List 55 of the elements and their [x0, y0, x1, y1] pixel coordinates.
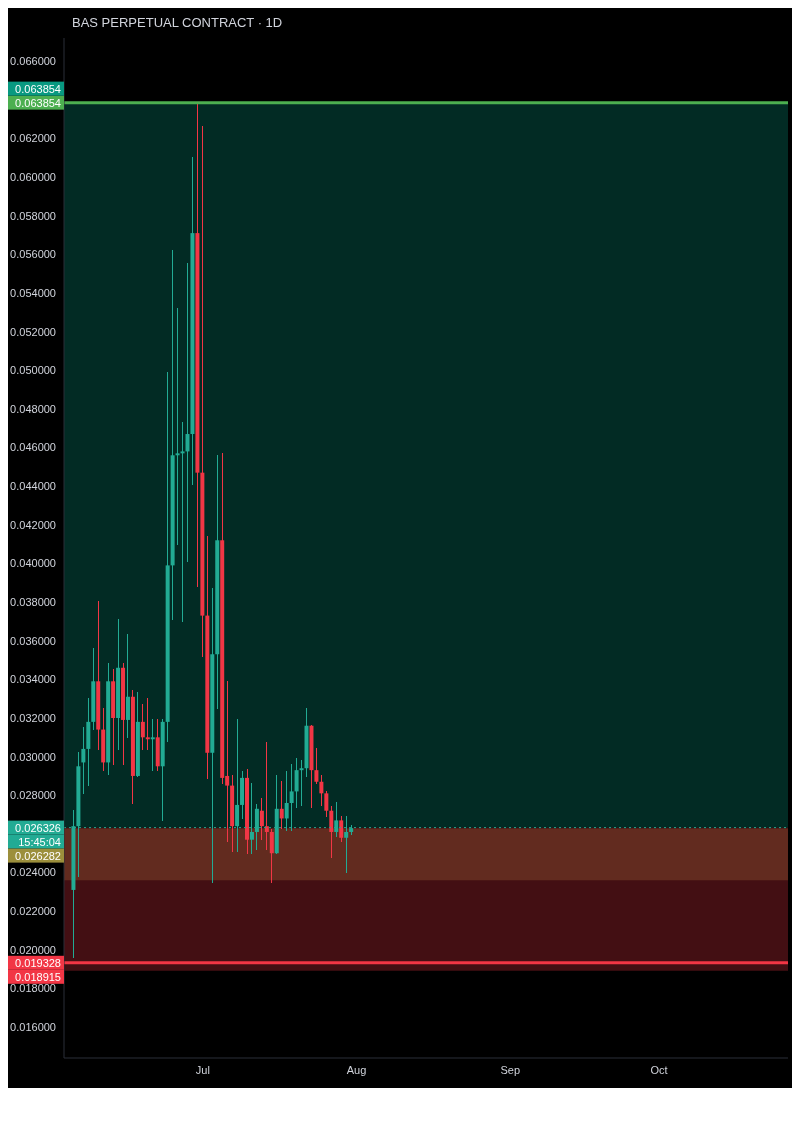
band-label: 0.018915	[15, 970, 61, 983]
candlestick	[125, 634, 130, 739]
x-tick-label: Oct	[650, 1063, 668, 1076]
ref-line-label: 0.063854	[15, 96, 61, 109]
ref-line-label: 0.019328	[15, 956, 61, 969]
y-tick-label: 0.038000	[10, 596, 56, 608]
y-tick-label: 0.050000	[10, 364, 56, 377]
ref-line-label: 0.026326	[15, 821, 61, 834]
candlestick	[279, 781, 284, 829]
candlestick	[299, 759, 304, 806]
x-tick-label: Jul	[195, 1063, 210, 1076]
candlestick	[150, 719, 155, 771]
y-tick-label: 0.066000	[10, 55, 56, 68]
y-tick-label: 0.052000	[10, 325, 56, 338]
candlestick	[185, 263, 190, 563]
band-label: 0.063854	[15, 82, 61, 95]
y-tick-label: 0.060000	[10, 171, 56, 183]
candlestick	[264, 742, 269, 851]
candlestick	[140, 703, 145, 750]
candlestick	[175, 307, 180, 545]
y-tick-label: 0.034000	[10, 673, 56, 686]
y-tick-label: 0.054000	[10, 286, 56, 299]
y-tick-label: 0.048000	[10, 402, 56, 415]
y-tick-label: 0.044000	[10, 480, 56, 493]
y-tick-label: 0.042000	[10, 518, 56, 531]
y-tick-label: 0.058000	[10, 209, 56, 222]
y-tick-label: 0.024000	[10, 866, 56, 879]
x-tick-label: Aug	[346, 1063, 367, 1076]
candlestick	[294, 757, 299, 808]
y-tick-label: 0.018000	[10, 982, 56, 995]
candlestick	[339, 815, 344, 843]
y-tick-label: 0.016000	[10, 1021, 56, 1033]
candlestick	[259, 798, 264, 841]
y-tick-label: 0.056000	[10, 248, 56, 261]
x-tick-label: Sep	[500, 1063, 521, 1076]
y-tick-label: 0.020000	[10, 943, 56, 956]
y-tick-label: 0.028000	[10, 789, 56, 802]
y-tick-label: 0.046000	[10, 441, 56, 454]
chart-title: BAS PERPETUAL CONTRACT · 1D	[72, 15, 283, 30]
candlestick	[145, 697, 150, 750]
y-tick-label: 0.022000	[10, 905, 56, 918]
y-tick-label: 0.040000	[10, 557, 56, 570]
candlestick	[329, 806, 334, 858]
candlestick	[319, 775, 324, 806]
candlestick	[269, 829, 274, 883]
candlestick	[314, 748, 319, 785]
candlestick	[81, 726, 86, 795]
y-tick-label: 0.030000	[10, 750, 56, 763]
band-label: 0.026282	[15, 849, 61, 862]
text: 15:45:04	[18, 835, 61, 848]
candlestick	[324, 790, 329, 818]
candlestick	[180, 421, 185, 623]
y-tick-label: 0.062000	[10, 132, 56, 145]
y-tick-label: 0.032000	[10, 711, 56, 724]
y-tick-label: 0.036000	[10, 634, 56, 647]
